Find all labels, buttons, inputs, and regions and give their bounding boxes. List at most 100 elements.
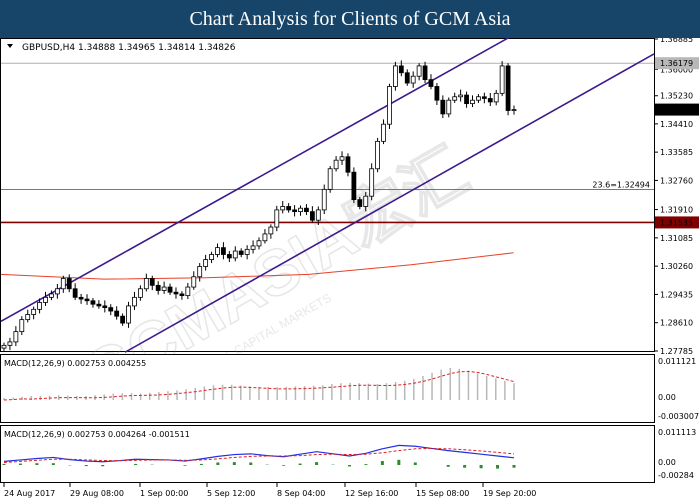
level-price-label-high: 1.36179 bbox=[660, 59, 693, 68]
candle-body bbox=[464, 94, 469, 105]
candle-body bbox=[416, 65, 422, 77]
candle-body bbox=[1, 344, 7, 349]
candle-body bbox=[493, 92, 499, 103]
macd1-info: MACD(12,26,9) 0.002753 0.004255 bbox=[4, 359, 146, 368]
macd1-tick-zero: 0.00 bbox=[658, 393, 676, 402]
dropdown-arrow-icon[interactable] bbox=[7, 44, 13, 48]
current-price-tag bbox=[655, 103, 699, 116]
candle-body bbox=[203, 259, 209, 267]
time-axis: 24 Aug 2017 29 Aug 08:00 1 Sep 00:00 5 Sep … bbox=[3, 483, 536, 498]
x-tick-label: 29 Aug 08:00 bbox=[70, 489, 124, 498]
candle-body bbox=[404, 72, 410, 84]
candle-body bbox=[298, 207, 303, 213]
macd2-tick-bottom: -0.00284 bbox=[658, 471, 694, 480]
candle-body bbox=[173, 291, 179, 295]
macd2-tick-zero: 0.00 bbox=[658, 458, 676, 467]
macd-panel-2: MACD(12,26,9) 0.002753 0.004264 -0.00151… bbox=[0, 425, 696, 483]
x-tick-label: 24 Aug 2017 bbox=[4, 489, 55, 498]
y-tick-label: 1.31910 bbox=[660, 206, 693, 215]
moving-average bbox=[0, 252, 514, 280]
macd2-info: MACD(12,26,9) 0.002753 0.004264 -0.00151… bbox=[4, 430, 190, 439]
candle-body bbox=[446, 99, 452, 115]
candle-body bbox=[315, 209, 321, 221]
channel-lower-line bbox=[124, 53, 655, 353]
candle-body bbox=[280, 206, 286, 211]
current-price-label: 1.34826 bbox=[660, 106, 693, 115]
candle-body bbox=[274, 209, 280, 228]
candle-body bbox=[215, 247, 220, 255]
candlesticks bbox=[1, 60, 517, 351]
y-tick-label: 1.27785 bbox=[660, 347, 693, 356]
candle-body bbox=[60, 278, 66, 290]
candle-body bbox=[72, 288, 78, 298]
candle-body bbox=[321, 188, 327, 211]
x-tick-label: 1 Sep 00:00 bbox=[140, 489, 188, 498]
candle-body bbox=[304, 207, 309, 213]
horizontal-levels: 23.6=1.32494 bbox=[1, 62, 654, 224]
candle-body bbox=[327, 168, 333, 190]
y-tick-label: 1.31085 bbox=[660, 234, 693, 243]
level-price-tag-support bbox=[655, 216, 699, 229]
candle-body bbox=[126, 305, 131, 324]
candle-body bbox=[191, 276, 197, 288]
y-tick-label: 1.30260 bbox=[660, 262, 693, 271]
candle-body bbox=[19, 319, 25, 333]
candle-body bbox=[487, 98, 493, 103]
candle-body bbox=[458, 94, 464, 98]
candle-body bbox=[197, 266, 203, 278]
candle-body bbox=[25, 314, 31, 321]
candle-body bbox=[78, 296, 84, 300]
page-title: Chart Analysis for Clients of GCM Asia bbox=[0, 0, 700, 38]
candle-body bbox=[286, 206, 292, 211]
x-tick-label: 12 Sep 16:00 bbox=[345, 489, 398, 498]
trend-channel bbox=[0, 38, 655, 353]
candle-body bbox=[137, 288, 143, 298]
candle-body bbox=[114, 310, 120, 317]
chart-svg: GCMASIA宏汇 GLOBAL CAPITAL MARKETS 23.6=1.… bbox=[0, 38, 699, 498]
candle-body bbox=[333, 159, 339, 170]
candle-body bbox=[31, 308, 37, 315]
y-tick-label: 1.35230 bbox=[660, 92, 693, 101]
macd2-plot bbox=[2, 444, 516, 469]
candle-body bbox=[161, 286, 167, 291]
macd1-tick-top: 0.011121 bbox=[658, 357, 696, 366]
candle-body bbox=[221, 247, 226, 255]
candle-body bbox=[499, 65, 505, 94]
candle-body bbox=[143, 278, 149, 290]
y-tick-label: 1.29435 bbox=[660, 290, 693, 299]
candle-body bbox=[392, 65, 398, 87]
candle-body bbox=[54, 288, 60, 295]
y-tick-label: 1.28610 bbox=[660, 319, 693, 328]
y-tick-label: 1.32760 bbox=[660, 176, 693, 185]
candle-body bbox=[369, 168, 375, 197]
x-tick-label: 19 Sep 20:00 bbox=[483, 489, 536, 498]
candle-body bbox=[262, 233, 268, 242]
candle-body bbox=[357, 199, 363, 207]
candle-body bbox=[102, 305, 108, 309]
candle-body bbox=[43, 296, 48, 303]
macd1-signal-line bbox=[3, 370, 515, 401]
candle-body bbox=[49, 293, 54, 298]
macd1-tick-bottom: -0.003007 bbox=[658, 412, 699, 421]
macd2-frame bbox=[0, 425, 655, 483]
candle-body bbox=[232, 250, 238, 259]
price-axis: 1.36885 1.36000 1.35230 1.34410 1.33585 1.327… bbox=[654, 38, 699, 356]
main-panel-frame bbox=[0, 38, 655, 352]
candle-body bbox=[185, 286, 191, 297]
candle-body bbox=[120, 315, 126, 324]
candle-body bbox=[345, 156, 351, 173]
candle-body bbox=[108, 307, 114, 312]
candle-body bbox=[351, 171, 357, 201]
candle-body bbox=[363, 195, 369, 207]
candle-body bbox=[250, 245, 256, 250]
x-tick-label: 15 Sep 08:00 bbox=[416, 489, 469, 498]
candle-body bbox=[7, 341, 13, 346]
y-tick-label: 1.36885 bbox=[660, 38, 693, 44]
candle-body bbox=[90, 300, 96, 305]
candle-body bbox=[132, 296, 137, 307]
candle-body bbox=[226, 254, 232, 259]
channel-upper-line bbox=[0, 38, 510, 323]
candle-body bbox=[452, 96, 458, 101]
candle-body bbox=[434, 86, 440, 101]
candle-body bbox=[375, 140, 381, 170]
